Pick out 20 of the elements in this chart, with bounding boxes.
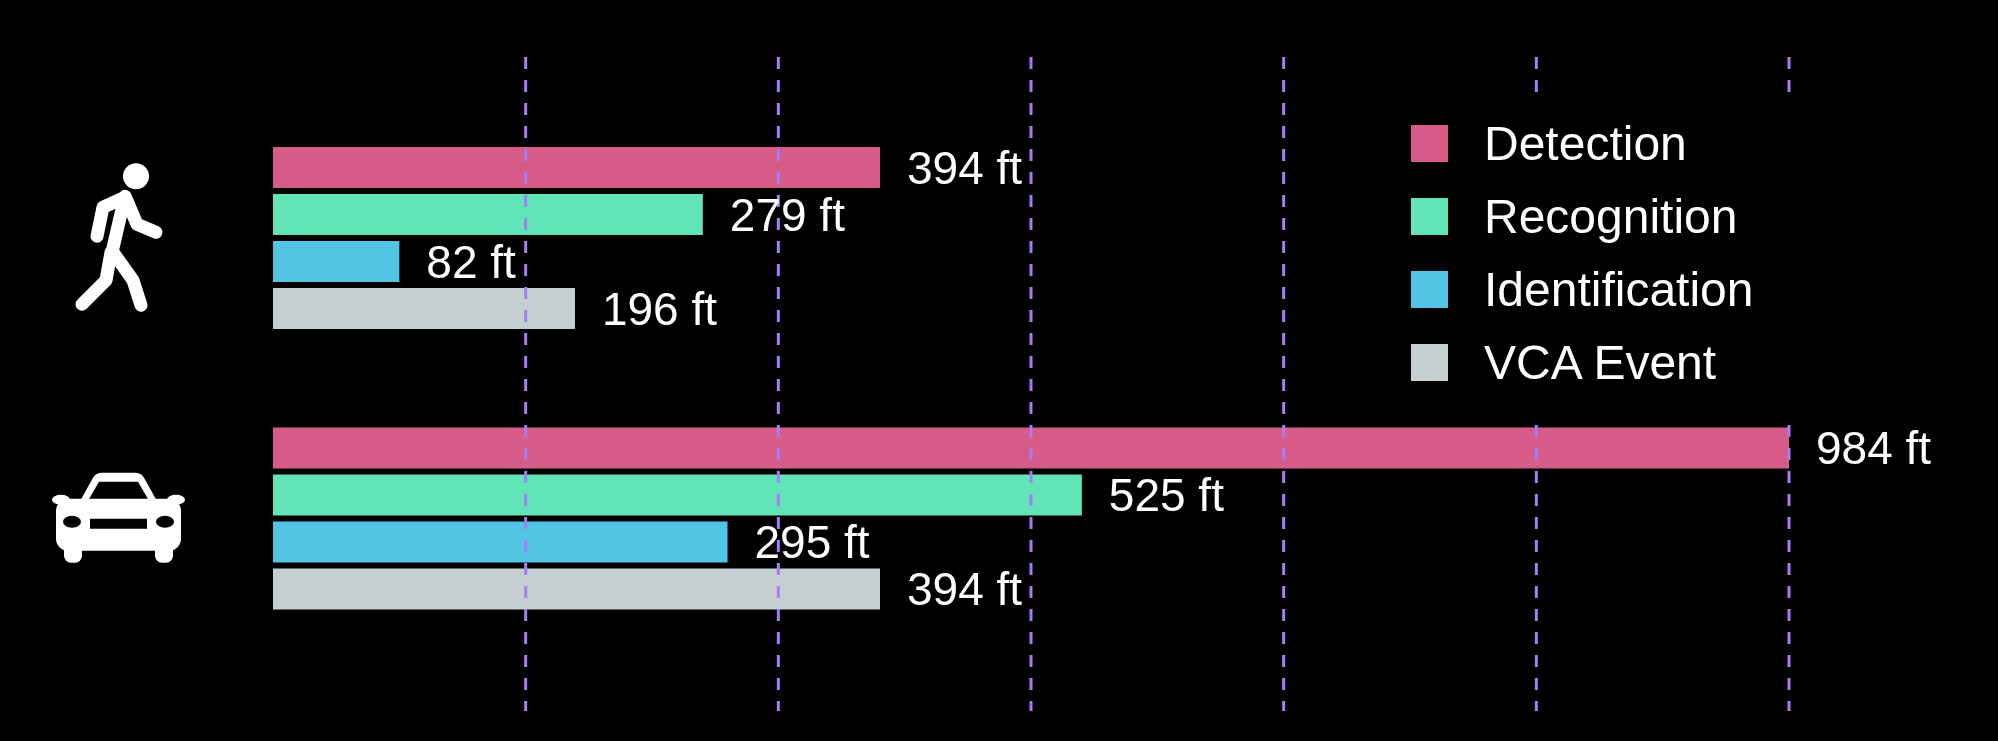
- data-label: 279 ft: [729, 188, 846, 241]
- bar: [273, 474, 1082, 516]
- bar: [273, 194, 703, 235]
- legend-label: Identification: [1484, 262, 1754, 317]
- bar: [273, 147, 881, 188]
- bar: [273, 288, 575, 329]
- data-label: 82 ft: [426, 235, 517, 288]
- data-label: 525 ft: [1108, 469, 1225, 522]
- bar: [273, 568, 881, 610]
- data-label: 984 ft: [1816, 422, 1932, 475]
- data-label: 295 ft: [754, 516, 870, 569]
- data-label: 394 ft: [907, 141, 1023, 194]
- data-label: 196 ft: [601, 282, 718, 335]
- legend-label: Recognition: [1484, 189, 1738, 244]
- data-label: 394 ft: [907, 563, 1023, 616]
- bar: [273, 241, 400, 282]
- bar: [273, 427, 1789, 469]
- bar: [273, 521, 728, 563]
- legend-label: Detection: [1484, 116, 1687, 171]
- legend-label: VCA Event: [1484, 335, 1717, 390]
